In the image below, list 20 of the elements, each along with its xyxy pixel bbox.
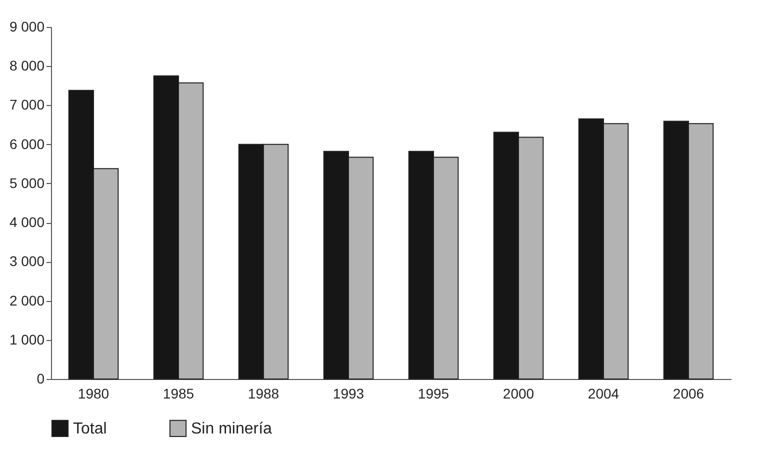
x-tick-label: 1988 — [248, 386, 280, 402]
x-tick-label: 2000 — [502, 386, 534, 402]
y-tick-label: 7 000 — [9, 96, 45, 113]
y-tick-label: 6 000 — [9, 136, 45, 152]
x-tick-label: 1995 — [418, 386, 450, 402]
y-tick-label: 1 000 — [9, 331, 45, 348]
y-tick-label: 4 000 — [9, 214, 45, 230]
legend-label: Total — [73, 420, 107, 438]
y-tick-label: 0 — [36, 370, 45, 386]
y-tick-label: 9 000 — [9, 18, 45, 34]
y-tick-label: 5 000 — [9, 174, 45, 191]
x-tick-label: 2004 — [588, 386, 620, 402]
x-tick-label: 1985 — [162, 386, 194, 402]
y-tick-label: 3 000 — [9, 253, 45, 270]
x-tick-label: 1980 — [78, 386, 110, 402]
x-tick-label: 1993 — [332, 386, 364, 402]
x-tick-label: 2006 — [672, 386, 704, 402]
y-tick-label: 8 000 — [9, 58, 45, 74]
legend-label: Sin minería — [191, 420, 272, 438]
y-tick-label: 2 000 — [9, 292, 45, 308]
